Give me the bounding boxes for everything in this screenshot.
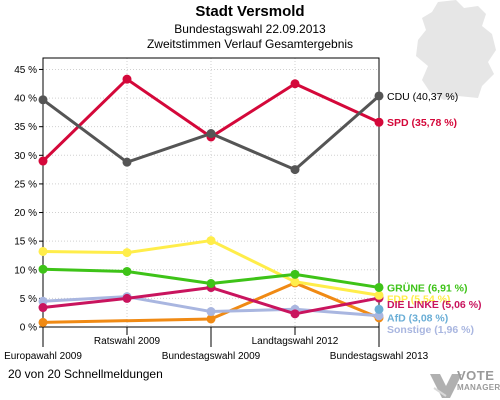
y-tick-label: 25 % xyxy=(14,179,37,190)
data-point-fdp xyxy=(206,236,216,246)
data-point-spd xyxy=(290,79,300,89)
data-point-cdu xyxy=(374,91,384,101)
data-point-spd xyxy=(374,117,384,127)
footer-note: 20 von 20 Schnellmeldungen xyxy=(8,367,163,381)
axes: 0 % 5 % 10 % 15 % 20 % 25 % 30 % 35 % 40 % 45 % Eu… xyxy=(4,57,429,362)
data-point-fdp xyxy=(290,277,300,287)
vote-manager-logo xyxy=(430,374,462,398)
data-point-fdp xyxy=(374,290,384,300)
data-point-afd xyxy=(374,304,384,314)
series-label-die-linke: DIE LINKE (5,06 %) xyxy=(387,299,482,311)
data-point-cdu xyxy=(122,157,132,167)
series-label-spd: SPD (35,78 %) xyxy=(387,117,457,129)
data-point-grüne xyxy=(206,279,216,289)
series-lines xyxy=(38,74,384,327)
data-point-grüne xyxy=(38,264,48,274)
y-tick-label: 10 % xyxy=(14,265,37,276)
data-point-grüne xyxy=(374,282,384,292)
y-tick-label: 20 % xyxy=(14,208,37,219)
brand-text-manager: MANAGER xyxy=(457,383,500,392)
germany-map-icon xyxy=(416,0,496,100)
y-tick-label: 0 % xyxy=(20,323,37,334)
data-point-piraten xyxy=(38,317,48,327)
data-point-grüne xyxy=(122,266,132,276)
data-point-spd xyxy=(122,74,132,84)
series-label-cdu: CDU (40,37 %) xyxy=(387,91,458,103)
series-label-sonstige: Sonstige (1,96 %) xyxy=(387,324,474,336)
chart-subtitle-2: Zweitstimmen Verlauf Gesamtergebnis xyxy=(146,37,354,51)
series-label-afd: AfD (3,08 %) xyxy=(387,312,448,324)
x-tick-label: Bundestagswahl 2013 xyxy=(330,351,429,362)
data-point-cdu xyxy=(38,95,48,105)
y-tick-label: 45 % xyxy=(14,65,37,76)
chart-title: Stadt Versmold xyxy=(195,3,305,20)
y-tick-label: 35 % xyxy=(14,122,37,133)
x-tick-label: Bundestagswahl 2009 xyxy=(162,351,261,362)
data-point-die-linke xyxy=(38,303,48,313)
x-tick-label: Landtagswahl 2012 xyxy=(252,336,339,347)
data-point-spd xyxy=(38,156,48,166)
data-point-sonstige xyxy=(374,311,384,321)
series-label-grüne: GRÜNE (6,91 %) xyxy=(387,281,468,294)
y-tick-label: 5 % xyxy=(20,294,37,305)
y-tick-label: 40 % xyxy=(14,94,37,105)
data-point-cdu xyxy=(290,165,300,175)
brand-text-vote: VOTE xyxy=(457,368,495,383)
data-point-fdp xyxy=(122,248,132,258)
x-tick-label: Europawahl 2009 xyxy=(4,351,82,362)
data-point-die-linke xyxy=(290,309,300,319)
data-point-grüne xyxy=(290,269,300,279)
chart-subtitle: Bundestagswahl 22.09.2013 xyxy=(174,22,326,36)
data-point-sonstige xyxy=(38,296,48,306)
data-point-fdp xyxy=(38,246,48,256)
y-tick-label: 30 % xyxy=(14,151,37,162)
series-label-fdp: FDP (5,54 %) xyxy=(387,293,450,305)
data-point-die-linke xyxy=(122,293,132,303)
data-point-sonstige xyxy=(206,307,216,317)
series-labels: CDU (40,37 %) SPD (35,78 %) GRÜNE (6,91 %)… xyxy=(387,91,482,336)
data-point-cdu xyxy=(206,129,216,139)
x-tick-label: Ratswahl 2009 xyxy=(94,336,161,347)
data-point-piraten xyxy=(206,314,216,324)
y-tick-label: 15 % xyxy=(14,237,37,248)
